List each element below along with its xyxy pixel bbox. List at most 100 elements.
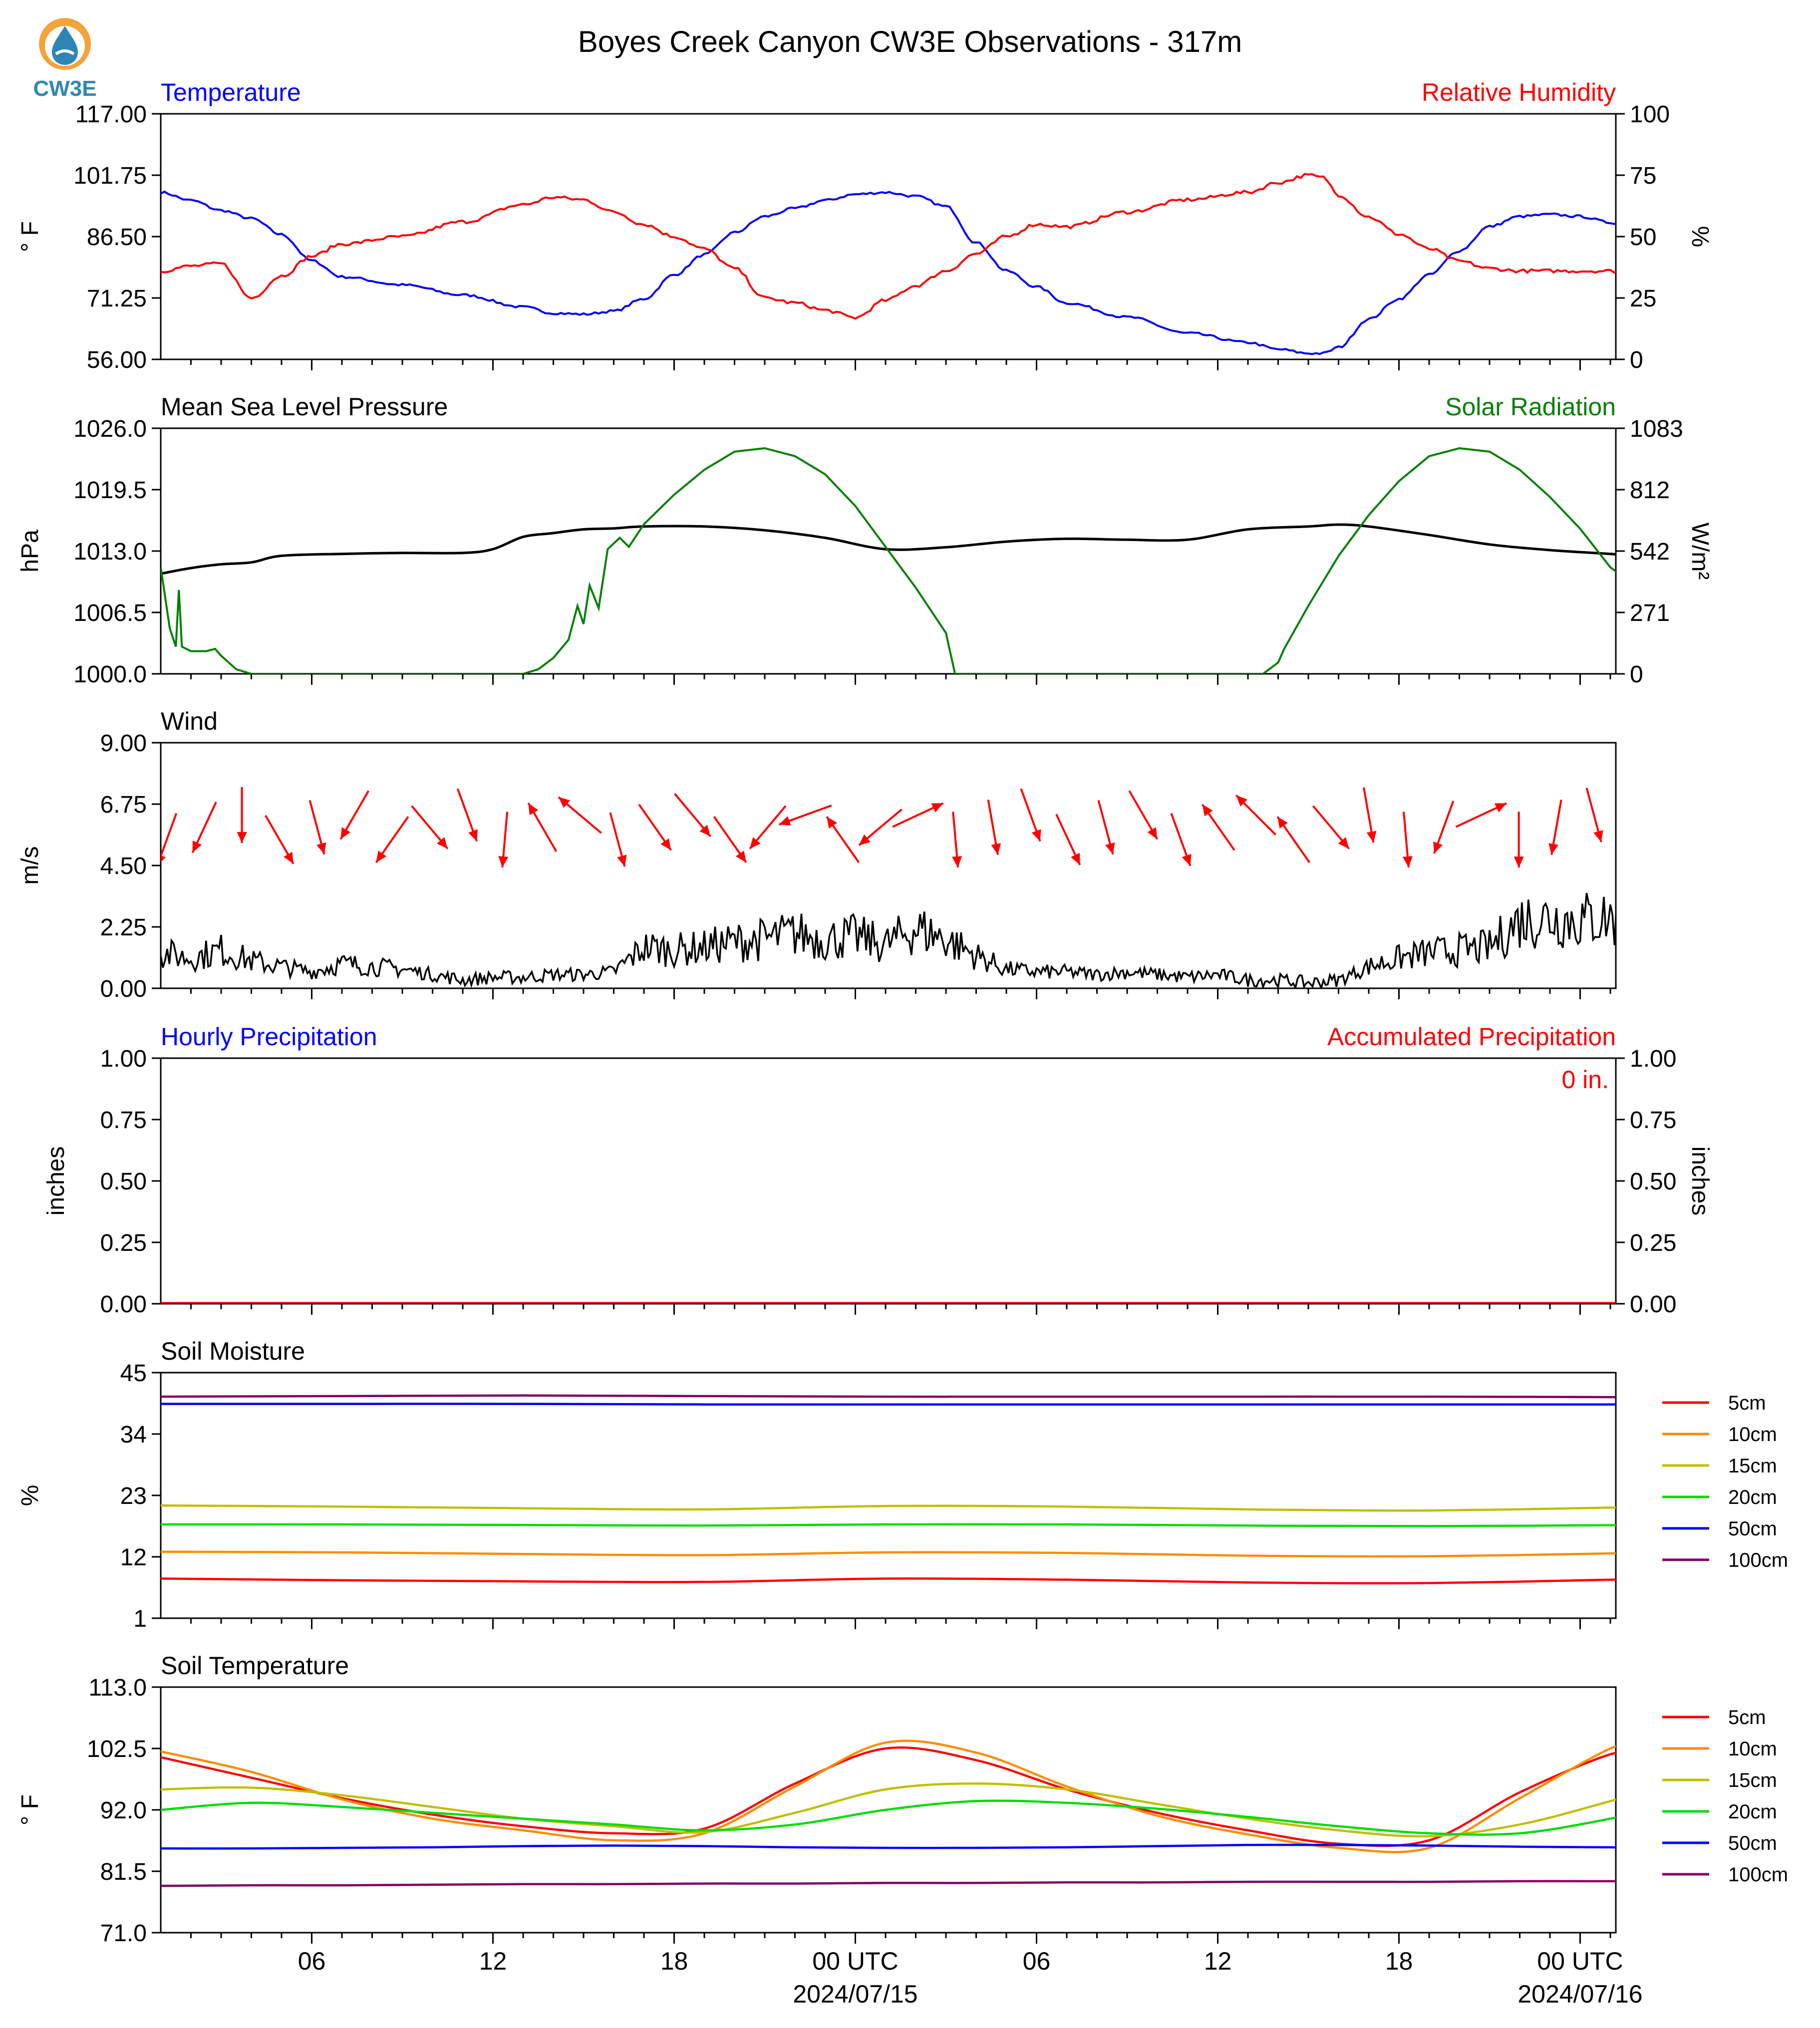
legend-item: 50cm: [1662, 1832, 1777, 1854]
wind-arrow-head: [1514, 857, 1524, 868]
y-tick-label-left: 81.5: [100, 1859, 147, 1885]
y-axis-label-right: W/m²: [1687, 523, 1713, 580]
wind-arrow: [892, 802, 944, 828]
legend-item: 20cm: [1662, 1801, 1777, 1823]
wind-arrow: [952, 812, 962, 868]
wind-arrow-head: [1031, 829, 1041, 842]
y-tick-label-left: 1013.0: [73, 539, 147, 565]
y-tick-label-right: 0: [1630, 347, 1643, 373]
series-line-temperature: [161, 190, 1616, 355]
x-tick-label: 00 UTC: [812, 1947, 898, 1975]
wind-arrow: [1235, 794, 1276, 836]
wind-arrow: [1362, 787, 1377, 843]
x-date-label: 2024/07/15: [793, 1980, 917, 2008]
wind-arrow-head: [498, 856, 509, 868]
wind-arrow: [191, 801, 217, 854]
wind-arrow-head: [931, 803, 943, 813]
y-axis-label-right: inches: [1687, 1147, 1713, 1216]
legend: 5cm 10cm 15cm 20cm 50cm 100cm: [1662, 1707, 1788, 1886]
y-tick-label-left: 9.00: [100, 730, 147, 757]
y-tick-label-right: 812: [1630, 477, 1670, 504]
y-tick-label-left: 1019.5: [73, 477, 147, 504]
x-tick-label: 12: [479, 1947, 507, 1975]
legend-item: 100cm: [1662, 1549, 1788, 1571]
y-tick-label-left: 102.5: [87, 1736, 147, 1762]
y-axis-label-left: hPa: [17, 530, 43, 573]
legend-item: 20cm: [1662, 1486, 1777, 1508]
wind-arrow: [1170, 813, 1192, 867]
wind-arrow: [713, 816, 747, 864]
legend-label: 50cm: [1728, 1518, 1777, 1540]
cw3e-logo: CW3E: [33, 18, 97, 101]
wind-arrow-head: [827, 817, 838, 829]
y-tick-label-left: 1: [133, 1606, 147, 1632]
legend-item: 5cm: [1662, 1392, 1766, 1414]
wind-arrow-head: [1494, 803, 1507, 813]
series-line-50cm: [161, 1403, 1616, 1406]
panel-temperature-humidity: 117.00 101.75 86.50 71.25 56.00 100 75 50 25 0 Tem…: [17, 78, 1713, 373]
y-tick-label-left: 1000.0: [73, 661, 147, 688]
wind-arrow-head: [1105, 842, 1115, 855]
wind-arrow: [1514, 812, 1524, 868]
wind-arrow-head: [1366, 831, 1377, 843]
wind-arrow-head: [991, 843, 1001, 855]
panel-title-left: Mean Sea Level Pressure: [161, 393, 448, 421]
y-axis-label-left: inches: [43, 1147, 69, 1216]
wind-arrow-head: [436, 837, 448, 849]
wind-arrow-head: [340, 827, 350, 840]
panel-title-left: Soil Temperature: [161, 1652, 349, 1680]
series-line-100cm: [161, 1394, 1616, 1399]
wind-arrow-head: [376, 851, 387, 863]
legend-label: 20cm: [1728, 1801, 1777, 1823]
wind-arrow-head: [192, 841, 202, 853]
legend-label: 5cm: [1728, 1707, 1766, 1729]
y-tick-label-left: 86.50: [87, 224, 147, 251]
y-tick-label-left: 6.75: [100, 792, 147, 818]
y-axis-label-left: m/s: [17, 846, 43, 884]
x-tick-label: 18: [660, 1947, 688, 1975]
y-tick-label-left: 0.50: [100, 1168, 147, 1195]
legend-item: 10cm: [1662, 1738, 1777, 1760]
wind-arrow-head: [1433, 841, 1443, 854]
y-tick-label-left: 34: [120, 1422, 147, 1448]
y-tick-label-left: 2.25: [100, 914, 147, 941]
y-tick-label-left: 45: [120, 1360, 147, 1387]
wind-arrow-head: [617, 855, 627, 867]
y-tick-label-left: 71.0: [100, 1920, 147, 1947]
wind-arrow: [1312, 805, 1350, 850]
legend-label: 50cm: [1728, 1832, 1777, 1854]
y-tick-label-right: 0.25: [1630, 1230, 1676, 1256]
y-tick-label-left: 4.50: [100, 853, 147, 879]
wind-arrow: [778, 804, 832, 826]
panel-title-right: Relative Humidity: [1422, 78, 1616, 106]
panel-precipitation: 1.00 0.75 0.50 0.25 0.00 1.00 0.75 0.50 0.25 0.00…: [43, 1023, 1713, 1318]
legend-item: 100cm: [1662, 1864, 1788, 1886]
y-axis-label-right: %: [1687, 226, 1713, 248]
wind-arrow-head: [699, 825, 711, 837]
series-line-wind-speed: [161, 892, 1616, 988]
panel-title-left: Temperature: [161, 78, 301, 106]
legend-item: 15cm: [1662, 1769, 1777, 1791]
wind-arrow: [1433, 801, 1455, 854]
series-line-50cm: [161, 1843, 1616, 1850]
plot-area: [161, 1394, 1616, 1585]
wind-arrow: [1097, 800, 1115, 855]
y-tick-label-right: 0.75: [1630, 1107, 1676, 1134]
x-date-label: 2024/07/16: [1517, 1980, 1642, 2008]
legend-item: 50cm: [1662, 1518, 1777, 1540]
wind-arrow-head: [779, 816, 791, 826]
legend-item: 15cm: [1662, 1455, 1777, 1477]
wind-arrow: [638, 804, 672, 851]
y-tick-label-left: 71.25: [87, 286, 147, 312]
wind-arrow-head: [1402, 856, 1413, 868]
wind-arrow: [1020, 788, 1041, 842]
legend-label: 20cm: [1728, 1486, 1777, 1508]
wind-arrow: [1276, 816, 1310, 864]
wind-arrow-head: [1202, 804, 1213, 817]
x-tick-label: 06: [298, 1947, 326, 1975]
wind-arrow: [161, 813, 178, 863]
wind-arrow: [1128, 790, 1158, 840]
y-tick-label-right: 542: [1630, 539, 1670, 565]
wind-arrow: [411, 805, 449, 850]
